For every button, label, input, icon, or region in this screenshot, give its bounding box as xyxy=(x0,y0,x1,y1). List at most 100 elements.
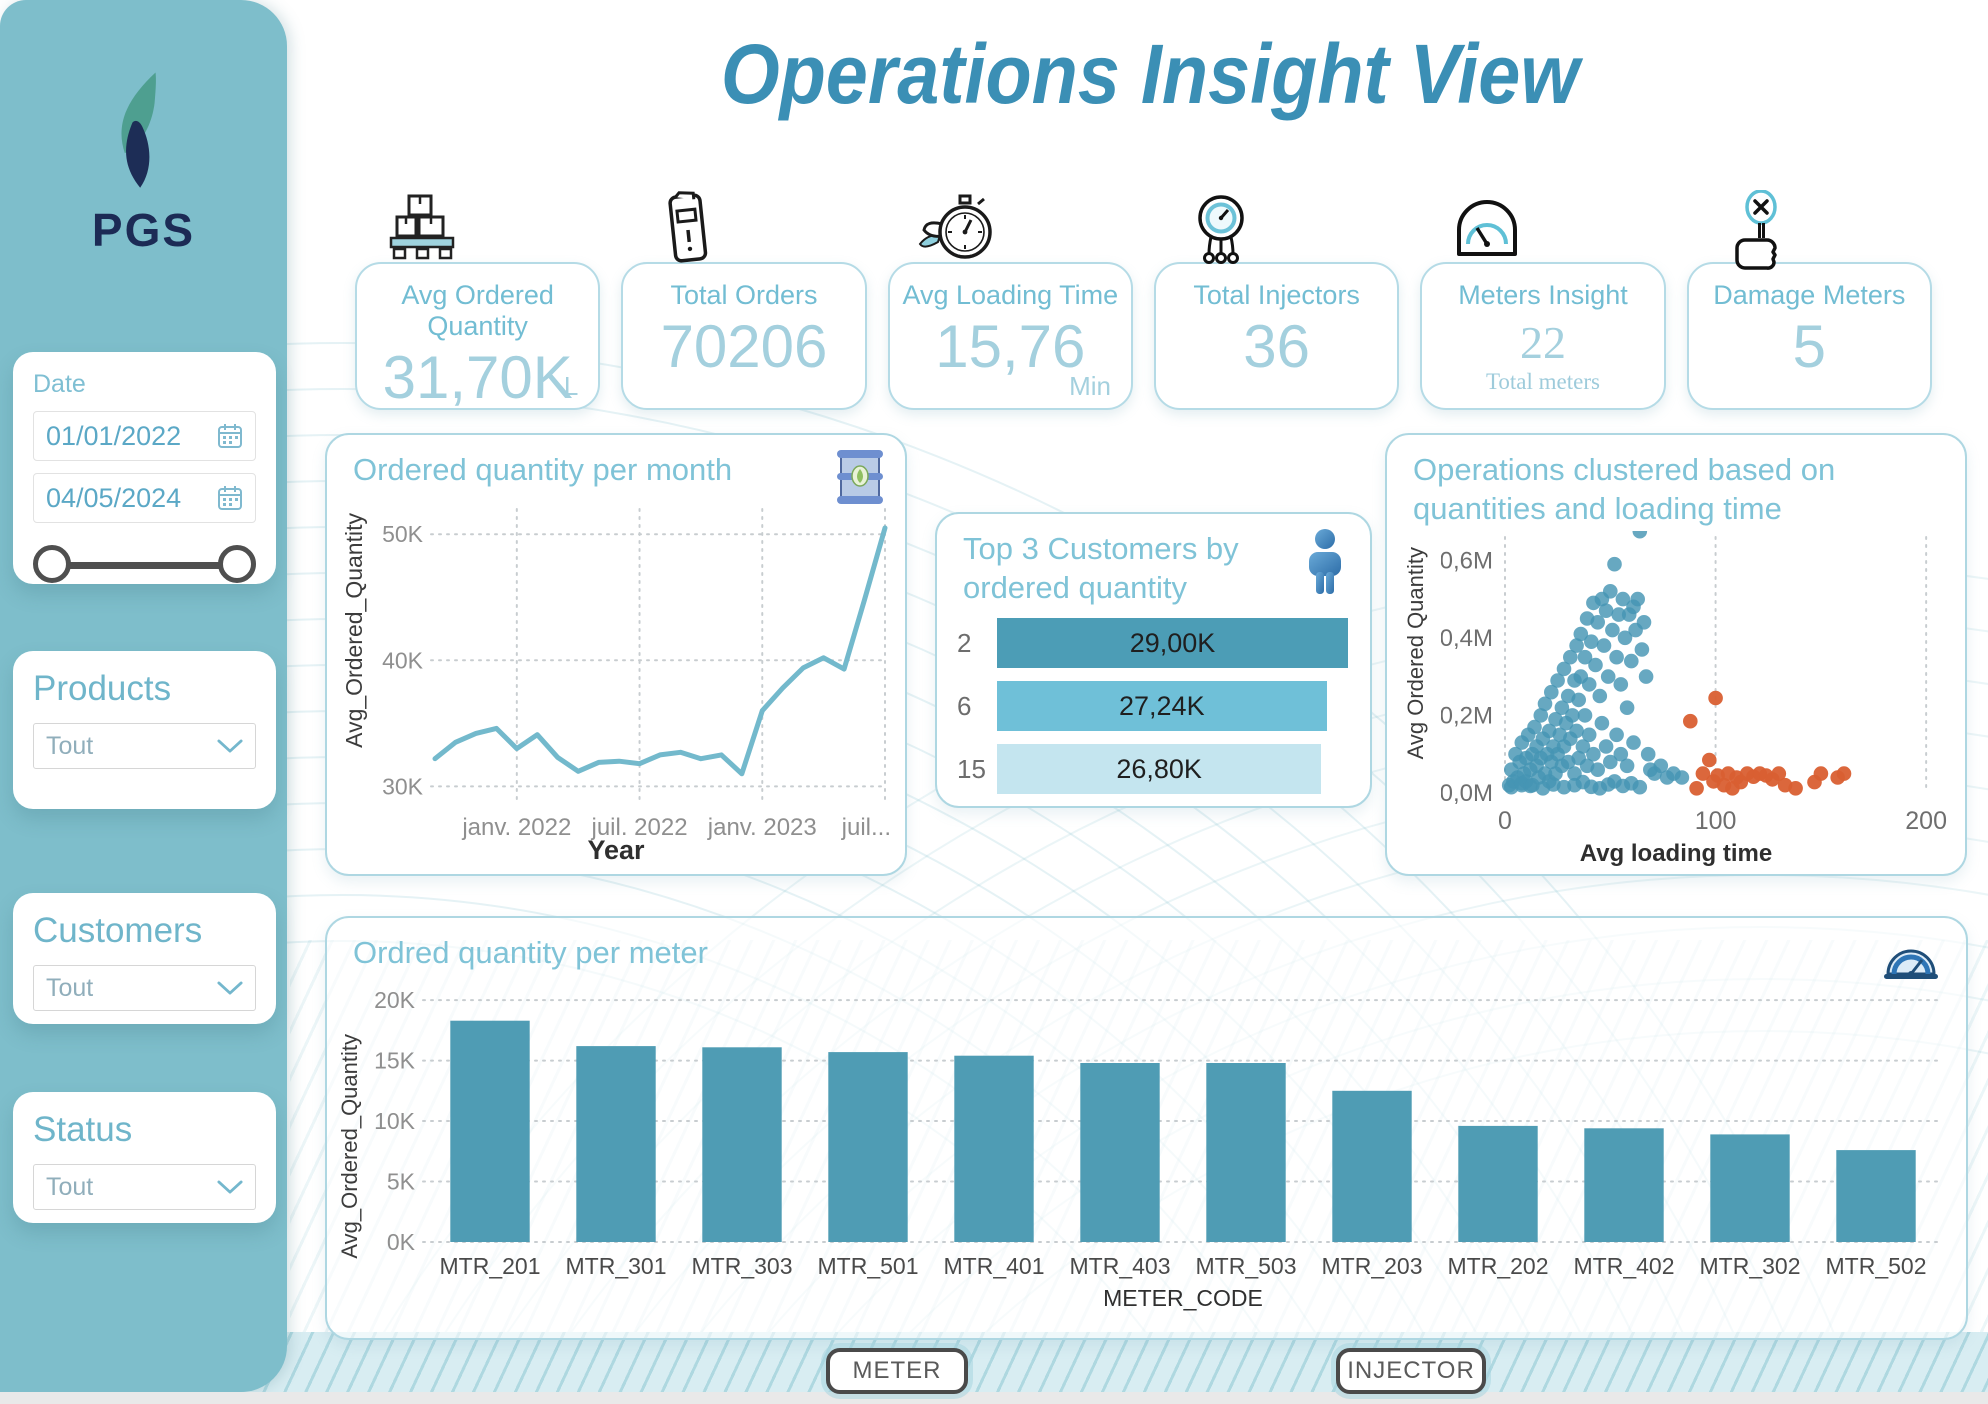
bar-MTR_402[interactable] xyxy=(1584,1128,1664,1242)
gridlines-and-ticks: 0K 5K 10K 15K 20K MTR_201 MTR_301 MTR_303 MTR_50… xyxy=(374,987,1940,1311)
damaged-meter-sign-icon xyxy=(1734,190,1777,270)
svg-text:MTR_402: MTR_402 xyxy=(1574,1253,1675,1279)
bar-MTR_202[interactable] xyxy=(1458,1125,1538,1242)
top3-row: 15 26,80K xyxy=(951,744,1348,794)
products-filter-title: Products xyxy=(33,669,172,708)
meter-bar-chart[interactable]: 0K 5K 10K 15K 20K MTR_201 MTR_301 MTR_303 MTR_50… xyxy=(363,974,1959,1330)
status-dropdown[interactable]: Tout xyxy=(33,1164,256,1210)
ordered-quantity-line[interactable] xyxy=(432,525,888,777)
svg-text:50K: 50K xyxy=(382,521,424,547)
bar-MTR_303[interactable] xyxy=(702,1047,782,1242)
bar-MTR_503[interactable] xyxy=(1206,1063,1286,1242)
bar-MTR_501[interactable] xyxy=(828,1052,908,1242)
svg-text:janv. 2023: janv. 2023 xyxy=(707,814,817,841)
top3-customers-panel: Top 3 Customers by ordered quantity 2 29,… xyxy=(935,512,1372,808)
cluster-scatter-panel: Operations clustered based on quantities… xyxy=(1385,433,1967,876)
chevron-down-icon xyxy=(217,1180,243,1194)
injector-button[interactable]: INJECTOR xyxy=(1336,1348,1486,1394)
bar-MTR_201[interactable] xyxy=(450,1020,530,1242)
bar-value-label: 29,00K xyxy=(1129,627,1216,658)
bar-track: 27,24K xyxy=(997,681,1348,731)
kpi-value: 36 xyxy=(1243,313,1311,380)
pallet-boxes-icon xyxy=(389,194,455,260)
svg-text:MTR_502: MTR_502 xyxy=(1826,1253,1927,1279)
date-filter-card: Date 01/01/2022 04/05/2024 xyxy=(13,352,276,584)
svg-text:MTR_302: MTR_302 xyxy=(1700,1253,1801,1279)
monthly-line-chart[interactable]: 30K 40K 50K janv. 2022 juil. 2022 janv. 2023 j… xyxy=(377,499,893,855)
top3-bar-chart[interactable]: 2 29,00K 6 27,24K 15 26,80K xyxy=(951,618,1348,807)
kpi-value: 31,70K xyxy=(382,344,573,411)
svg-text:METER_CODE: METER_CODE xyxy=(1103,1285,1263,1311)
svg-text:200: 200 xyxy=(1905,807,1947,835)
gridlines-and-ticks: 30K 40K 50K janv. 2022 juil. 2022 janv. 2023 j… xyxy=(382,508,891,841)
person-icon xyxy=(1309,529,1341,594)
bar-MTR_502[interactable] xyxy=(1836,1150,1916,1242)
slider-handle-end[interactable] xyxy=(218,545,256,583)
kpi-label: Total Injectors xyxy=(1193,280,1360,310)
kpi-card-total-orders: Total Orders 70206 xyxy=(621,191,867,410)
bar-MTR_401[interactable] xyxy=(954,1055,1034,1242)
meter-bars[interactable] xyxy=(450,1020,1916,1242)
category-label: 6 xyxy=(957,690,972,721)
svg-text:100: 100 xyxy=(1695,807,1737,835)
y-axis-label: Avg_Ordered_Quantity xyxy=(341,513,367,748)
svg-text:MTR_203: MTR_203 xyxy=(1322,1253,1423,1279)
bottom-band xyxy=(0,1332,1988,1392)
top3-bar-customer-15[interactable]: 26,80K xyxy=(997,744,1322,794)
svg-text:5K: 5K xyxy=(387,1169,416,1195)
svg-text:40K: 40K xyxy=(382,647,424,673)
logo-text: PGS xyxy=(91,204,196,256)
bar-MTR_403[interactable] xyxy=(1080,1063,1160,1242)
slider-handle-start[interactable] xyxy=(33,545,71,583)
svg-text:MTR_401: MTR_401 xyxy=(944,1253,1045,1279)
svg-text:juil. 2022: juil. 2022 xyxy=(591,814,688,841)
date-range-slider[interactable] xyxy=(33,545,256,585)
panel-title: Ordered quantity per month xyxy=(353,452,733,487)
bar-MTR_301[interactable] xyxy=(576,1046,656,1242)
svg-text:0,2M: 0,2M xyxy=(1441,702,1493,729)
top3-row: 2 29,00K xyxy=(951,618,1348,668)
kpi-unit: Min xyxy=(1069,371,1111,401)
kpi-unit: L xyxy=(563,371,579,401)
receipt-icon xyxy=(668,191,708,263)
scatter-points-outlier-operations[interactable] xyxy=(1683,690,1852,796)
oil-barrel-icon xyxy=(837,450,883,504)
svg-text:MTR_503: MTR_503 xyxy=(1196,1253,1297,1279)
date-start-input[interactable]: 01/01/2022 xyxy=(33,411,256,461)
meter-button[interactable]: METER xyxy=(826,1348,968,1394)
svg-text:MTR_403: MTR_403 xyxy=(1070,1253,1171,1279)
date-end-value: 04/05/2024 xyxy=(46,482,182,513)
stopwatch-icon xyxy=(918,194,992,259)
window-bottom-strip xyxy=(0,1392,1988,1404)
status-dropdown-value: Tout xyxy=(46,1172,94,1201)
svg-text:janv. 2022: janv. 2022 xyxy=(461,814,571,841)
calendar-icon xyxy=(218,486,242,510)
sidebar: PGS Date 01/01/2022 04/05/2024 xyxy=(0,0,287,1392)
top3-bar-customer-6[interactable]: 27,24K xyxy=(997,681,1327,731)
gauge-dial-icon xyxy=(1884,949,1938,979)
page-title: Operations Insight View xyxy=(720,27,1580,121)
date-end-input[interactable]: 04/05/2024 xyxy=(33,473,256,523)
scatter-points-clustered-operations[interactable] xyxy=(1501,531,1690,796)
bar-MTR_203[interactable] xyxy=(1332,1090,1412,1242)
bar-value-label: 26,80K xyxy=(1116,753,1202,784)
kpi-value: 22 xyxy=(1519,317,1566,368)
bar-track: 29,00K xyxy=(997,618,1348,668)
products-filter-card: Products Tout xyxy=(13,651,276,809)
top3-bar-customer-2[interactable]: 29,00K xyxy=(997,618,1348,668)
svg-text:MTR_201: MTR_201 xyxy=(440,1253,541,1279)
bar-value-label: 27,24K xyxy=(1119,690,1205,721)
gridlines-and-ticks: 0 100 200 0,0M 0,2M 0,4M 0,6M xyxy=(1441,536,1947,835)
cluster-scatter-chart[interactable]: 0 100 200 0,0M 0,2M 0,4M 0,6M xyxy=(1441,531,1957,841)
bar-MTR_302[interactable] xyxy=(1710,1134,1790,1242)
customers-filter-card: Customers Tout xyxy=(13,893,276,1024)
category-label: 15 xyxy=(957,753,986,784)
svg-text:0: 0 xyxy=(1498,807,1512,835)
speedometer-icon xyxy=(1457,200,1518,256)
kpi-value: 70206 xyxy=(660,313,828,380)
products-dropdown[interactable]: Tout xyxy=(33,723,256,769)
svg-text:0K: 0K xyxy=(387,1229,416,1255)
customers-dropdown[interactable]: Tout xyxy=(33,965,256,1011)
kpi-card-avg-loading-time: Avg Loading Time 15,76 Min xyxy=(887,194,1133,410)
